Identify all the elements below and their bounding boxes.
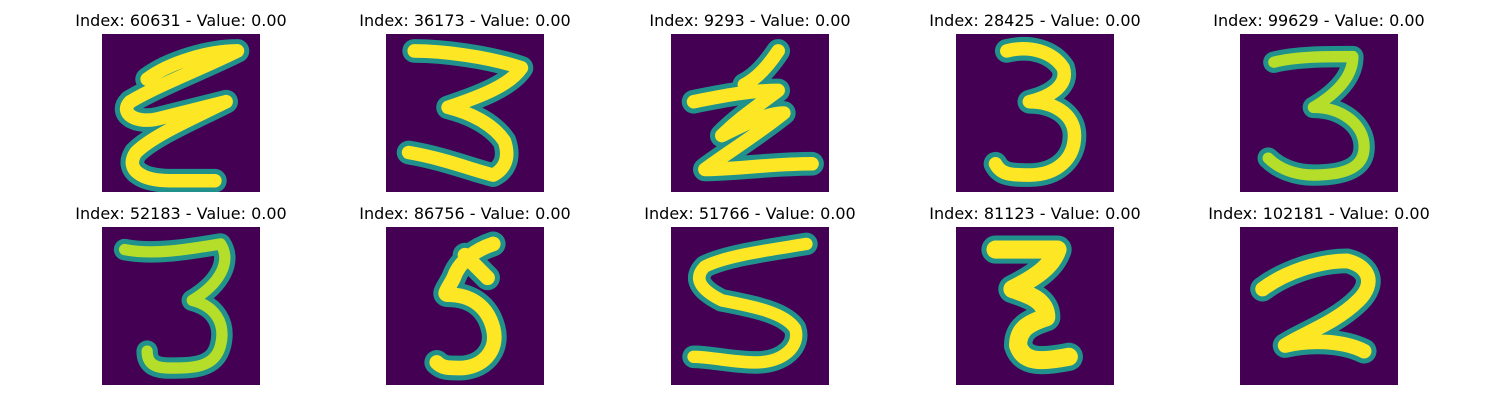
panel-title: Index: 28425 - Value: 0.00 bbox=[929, 11, 1141, 30]
panel-title: Index: 52183 - Value: 0.00 bbox=[75, 204, 287, 223]
panel-title: Index: 99629 - Value: 0.00 bbox=[1213, 11, 1425, 30]
panel-9: Index: 81123 - Value: 0.00 bbox=[893, 203, 1177, 385]
digit-image bbox=[1240, 34, 1398, 192]
digit-image bbox=[671, 227, 829, 385]
panel-4: Index: 28425 - Value: 0.00 bbox=[893, 10, 1177, 192]
panel-title: Index: 86756 - Value: 0.00 bbox=[359, 204, 571, 223]
digit-image bbox=[386, 227, 544, 385]
digit-image bbox=[956, 34, 1114, 192]
panel-2: Index: 36173 - Value: 0.00 bbox=[323, 10, 607, 192]
panel-3: Index: 9293 - Value: 0.00 bbox=[608, 10, 892, 192]
panel-title: Index: 9293 - Value: 0.00 bbox=[649, 11, 851, 30]
panel-1: Index: 60631 - Value: 0.00 bbox=[39, 10, 323, 192]
panel-title: Index: 81123 - Value: 0.00 bbox=[929, 204, 1141, 223]
panel-10: Index: 102181 - Value: 0.00 bbox=[1177, 203, 1461, 385]
panel-7: Index: 86756 - Value: 0.00 bbox=[323, 203, 607, 385]
panel-5: Index: 99629 - Value: 0.00 bbox=[1177, 10, 1461, 192]
digit-image bbox=[1240, 227, 1398, 385]
digit-image bbox=[956, 227, 1114, 385]
panel-6: Index: 52183 - Value: 0.00 bbox=[39, 203, 323, 385]
digit-image bbox=[102, 227, 260, 385]
digit-image bbox=[386, 34, 544, 192]
panel-8: Index: 51766 - Value: 0.00 bbox=[608, 203, 892, 385]
panel-title: Index: 102181 - Value: 0.00 bbox=[1208, 204, 1430, 223]
panel-title: Index: 51766 - Value: 0.00 bbox=[644, 204, 856, 223]
panel-title: Index: 60631 - Value: 0.00 bbox=[75, 11, 287, 30]
digit-image bbox=[102, 34, 260, 192]
digit-image bbox=[671, 34, 829, 192]
panel-title: Index: 36173 - Value: 0.00 bbox=[359, 11, 571, 30]
